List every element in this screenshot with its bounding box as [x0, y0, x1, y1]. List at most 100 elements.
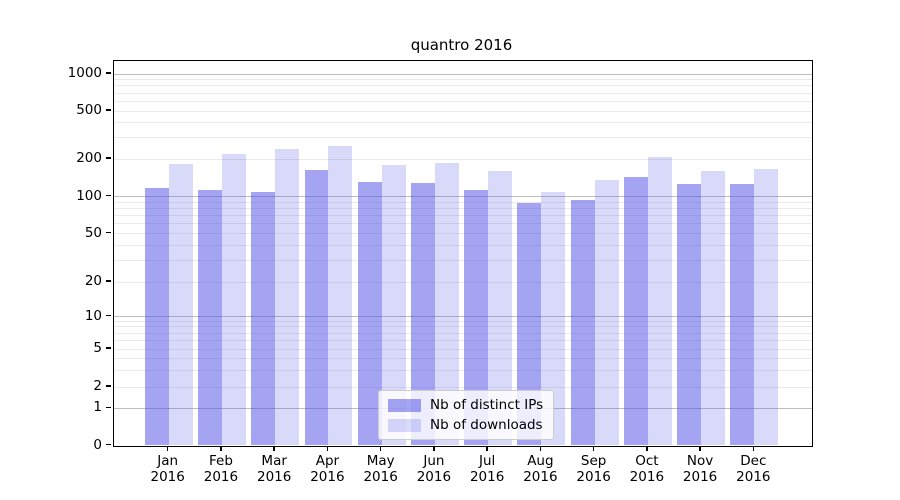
y-tick-mark [106, 157, 111, 159]
legend-label: Nb of distinct IPs [430, 397, 544, 413]
x-tick-mark [220, 446, 222, 451]
chart-title: quantro 2016 [410, 36, 513, 54]
y-tick-mark [106, 109, 111, 111]
minor-gridline [113, 233, 812, 234]
x-tick-year: 2016 [416, 469, 452, 485]
y-tick-mark [106, 443, 111, 446]
x-tick-label-oct: Oct 2016 [615, 453, 679, 486]
y-tick-mark [106, 406, 111, 409]
x-tick-year: 2016 [629, 469, 665, 485]
minor-gridline [113, 79, 812, 81]
x-tick-month: Mar [261, 452, 287, 469]
minor-gridline [113, 332, 812, 334]
minor-gridline [113, 357, 812, 359]
bar-nb-of-downloads-apr [328, 145, 353, 446]
bar-nb-of-downloads-may [381, 164, 406, 446]
legend-row: Nb of downloads [388, 417, 543, 433]
x-tick-year: 2016 [150, 469, 185, 485]
minor-gridline [113, 244, 812, 246]
y-tick-mark [106, 280, 111, 282]
minor-gridline [113, 326, 812, 328]
bar-nb-of-distinct-ips-jun [411, 183, 435, 446]
x-tick-mark [273, 446, 275, 451]
minor-gridline [113, 110, 812, 112]
bar-nb-of-downloads-jun [434, 162, 459, 446]
x-tick-year: 2016 [363, 469, 398, 485]
legend-swatch-icon [388, 398, 421, 412]
bar-nb-of-distinct-ips-jan [144, 187, 169, 446]
x-tick-month: Sep [580, 452, 607, 469]
minor-gridline [113, 369, 812, 371]
x-tick-label-jan: Jan 2016 [136, 453, 200, 486]
x-tick-month: Apr [315, 452, 340, 469]
legend-swatch-icon [388, 418, 421, 432]
x-tick-label-apr: Apr 2016 [295, 453, 359, 486]
minor-gridline [113, 223, 812, 225]
y-tick-mark [106, 347, 111, 349]
x-tick-year: 2016 [523, 469, 558, 485]
bar-nb-of-distinct-ips-nov [677, 184, 702, 446]
x-tick-label-aug: Aug 2016 [508, 453, 572, 486]
x-tick-month: Nov [686, 452, 714, 469]
bar-nb-of-downloads-mar [275, 148, 300, 446]
y-tick-mark [106, 314, 111, 317]
x-tick-month: May [366, 452, 395, 469]
x-tick-year: 2016 [576, 469, 611, 485]
bar-nb-of-distinct-ips-mar [251, 191, 276, 446]
x-tick-year: 2016 [256, 469, 292, 485]
bar-nb-of-downloads-jan [168, 164, 193, 446]
bar-nb-of-distinct-ips-sep [570, 199, 595, 446]
x-tick-year: 2016 [203, 469, 239, 485]
y-tick-label: 10 [84, 307, 102, 324]
bar-nb-of-distinct-ips-feb [198, 189, 222, 446]
minor-gridline [113, 137, 812, 139]
minor-gridline [113, 201, 812, 203]
y-tick-label: 2 [93, 378, 102, 394]
minor-gridline [113, 320, 812, 322]
y-tick-label: 50 [84, 224, 102, 241]
x-tick-label-mar: Mar 2016 [242, 453, 306, 486]
major-gridline [113, 73, 812, 75]
bar-nb-of-distinct-ips-jul [464, 189, 489, 446]
minor-gridline [113, 85, 812, 87]
y-tick-label: 0 [93, 436, 102, 453]
y-tick-label: 1000 [67, 65, 102, 81]
x-tick-label-jul: Jul 2016 [455, 453, 519, 486]
y-tick-label: 1 [93, 399, 102, 416]
x-tick-mark [379, 446, 382, 451]
y-tick-mark [106, 231, 111, 234]
x-tick-mark [752, 446, 755, 451]
bar-nb-of-downloads-aug [541, 191, 566, 446]
bar-nb-of-downloads-sep [594, 179, 619, 446]
bar-nb-of-downloads-oct [647, 157, 672, 446]
minor-gridline [113, 281, 812, 283]
x-tick-month: Jun [423, 452, 445, 469]
legend-label: Nb of downloads [430, 417, 543, 433]
x-tick-month: Jan [157, 452, 179, 469]
minor-gridline [113, 207, 812, 209]
y-tick-label: 200 [76, 150, 102, 166]
minor-gridline [113, 386, 812, 388]
plot-area [112, 59, 813, 447]
major-gridline [113, 316, 812, 317]
y-tick-mark [106, 72, 111, 74]
y-tick-mark [106, 385, 111, 387]
bar-nb-of-downloads-nov [701, 171, 725, 446]
x-tick-month: Oct [635, 452, 659, 469]
x-tick-mark [539, 446, 542, 451]
y-tick-label: 100 [76, 187, 102, 204]
x-tick-label-may: May 2016 [349, 453, 413, 486]
bar-nb-of-downloads-dec [754, 168, 779, 446]
x-tick-year: 2016 [736, 469, 771, 485]
x-tick-year: 2016 [682, 469, 718, 485]
x-tick-mark [592, 446, 595, 451]
minor-gridline [113, 92, 812, 94]
minor-gridline [113, 215, 812, 217]
x-tick-month: Dec [740, 452, 767, 469]
x-tick-month: Jul [478, 452, 496, 469]
x-tick-mark [486, 446, 488, 451]
bar-nb-of-distinct-ips-dec [730, 183, 755, 446]
x-tick-mark [646, 446, 648, 451]
bar-nb-of-distinct-ips-apr [304, 170, 329, 446]
